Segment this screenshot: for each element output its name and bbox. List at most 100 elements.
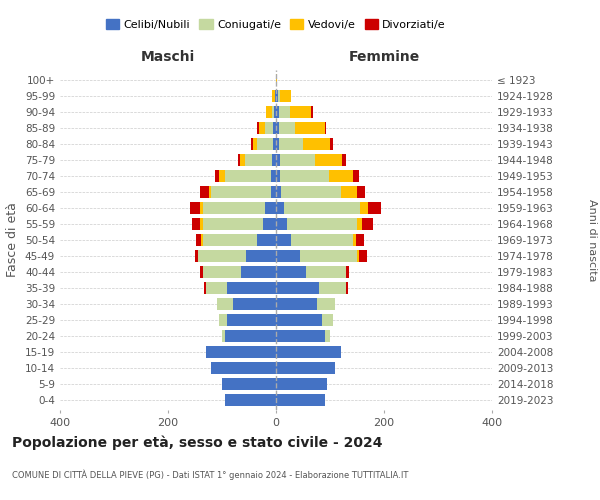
Bar bbox=[220, 170, 225, 182]
Bar bbox=[362, 218, 373, 230]
Bar bbox=[276, 234, 291, 246]
Bar bbox=[193, 218, 200, 230]
Bar bbox=[357, 218, 362, 230]
Bar bbox=[276, 170, 280, 182]
Bar bbox=[295, 122, 325, 134]
Bar bbox=[276, 122, 278, 134]
Bar bbox=[209, 186, 211, 198]
Bar bbox=[195, 250, 198, 262]
Bar bbox=[215, 170, 220, 182]
Bar bbox=[211, 186, 271, 198]
Bar bbox=[359, 250, 367, 262]
Bar bbox=[357, 186, 365, 198]
Bar bbox=[275, 90, 276, 102]
Bar bbox=[198, 250, 247, 262]
Bar bbox=[272, 154, 276, 166]
Bar bbox=[266, 106, 272, 118]
Bar bbox=[200, 202, 203, 214]
Bar bbox=[325, 330, 330, 342]
Bar bbox=[253, 138, 257, 150]
Bar bbox=[276, 202, 284, 214]
Bar bbox=[276, 90, 278, 102]
Bar bbox=[368, 202, 382, 214]
Text: COMUNE DI CITTÀ DELLA PIEVE (PG) - Dati ISTAT 1° gennaio 2024 - Elaborazione TUT: COMUNE DI CITTÀ DELLA PIEVE (PG) - Dati … bbox=[12, 470, 409, 480]
Bar bbox=[276, 138, 278, 150]
Bar bbox=[222, 378, 276, 390]
Bar bbox=[353, 234, 356, 246]
Bar bbox=[317, 298, 335, 310]
Bar bbox=[259, 122, 265, 134]
Bar bbox=[241, 266, 276, 278]
Bar bbox=[276, 218, 287, 230]
Bar bbox=[319, 282, 346, 294]
Bar bbox=[271, 170, 276, 182]
Bar bbox=[341, 186, 357, 198]
Bar bbox=[238, 154, 241, 166]
Bar bbox=[330, 138, 332, 150]
Bar bbox=[303, 138, 330, 150]
Bar bbox=[278, 138, 303, 150]
Bar bbox=[265, 122, 274, 134]
Bar bbox=[257, 234, 276, 246]
Bar bbox=[271, 186, 276, 198]
Bar bbox=[346, 282, 348, 294]
Bar bbox=[203, 266, 241, 278]
Bar bbox=[263, 218, 276, 230]
Bar bbox=[278, 106, 290, 118]
Bar bbox=[225, 170, 271, 182]
Bar bbox=[257, 138, 274, 150]
Y-axis label: Fasce di età: Fasce di età bbox=[7, 202, 19, 278]
Bar bbox=[190, 202, 200, 214]
Bar bbox=[200, 186, 209, 198]
Bar bbox=[257, 122, 259, 134]
Bar bbox=[251, 138, 253, 150]
Bar bbox=[278, 90, 280, 102]
Bar bbox=[290, 106, 311, 118]
Bar bbox=[227, 314, 276, 326]
Bar bbox=[276, 362, 335, 374]
Bar bbox=[241, 154, 245, 166]
Bar bbox=[329, 170, 353, 182]
Bar bbox=[360, 202, 368, 214]
Bar bbox=[247, 250, 276, 262]
Bar bbox=[245, 154, 272, 166]
Bar bbox=[284, 202, 360, 214]
Bar bbox=[196, 234, 202, 246]
Bar bbox=[211, 362, 276, 374]
Bar bbox=[278, 122, 295, 134]
Bar bbox=[322, 314, 332, 326]
Bar bbox=[222, 330, 225, 342]
Bar bbox=[276, 186, 281, 198]
Bar bbox=[225, 330, 276, 342]
Bar bbox=[276, 330, 325, 342]
Bar bbox=[276, 298, 317, 310]
Text: Maschi: Maschi bbox=[141, 50, 195, 64]
Bar bbox=[206, 346, 276, 358]
Bar bbox=[206, 282, 227, 294]
Bar bbox=[274, 122, 276, 134]
Bar bbox=[276, 250, 301, 262]
Bar bbox=[280, 154, 315, 166]
Bar bbox=[203, 234, 257, 246]
Text: Anni di nascita: Anni di nascita bbox=[587, 198, 597, 281]
Bar bbox=[200, 266, 203, 278]
Bar bbox=[203, 202, 265, 214]
Legend: Celibi/Nubili, Coniugati/e, Vedovi/e, Divorziati/e: Celibi/Nubili, Coniugati/e, Vedovi/e, Di… bbox=[101, 14, 451, 34]
Bar bbox=[346, 266, 349, 278]
Text: Femmine: Femmine bbox=[349, 50, 419, 64]
Bar bbox=[281, 186, 341, 198]
Bar bbox=[276, 314, 322, 326]
Bar bbox=[272, 106, 274, 118]
Bar bbox=[233, 298, 276, 310]
Bar bbox=[301, 250, 357, 262]
Bar bbox=[202, 234, 203, 246]
Bar bbox=[353, 170, 359, 182]
Bar bbox=[280, 90, 291, 102]
Bar bbox=[265, 202, 276, 214]
Bar bbox=[276, 394, 325, 406]
Bar bbox=[291, 234, 353, 246]
Bar bbox=[274, 138, 276, 150]
Bar bbox=[276, 266, 306, 278]
Text: Popolazione per età, sesso e stato civile - 2024: Popolazione per età, sesso e stato civil… bbox=[12, 435, 383, 450]
Bar bbox=[315, 154, 342, 166]
